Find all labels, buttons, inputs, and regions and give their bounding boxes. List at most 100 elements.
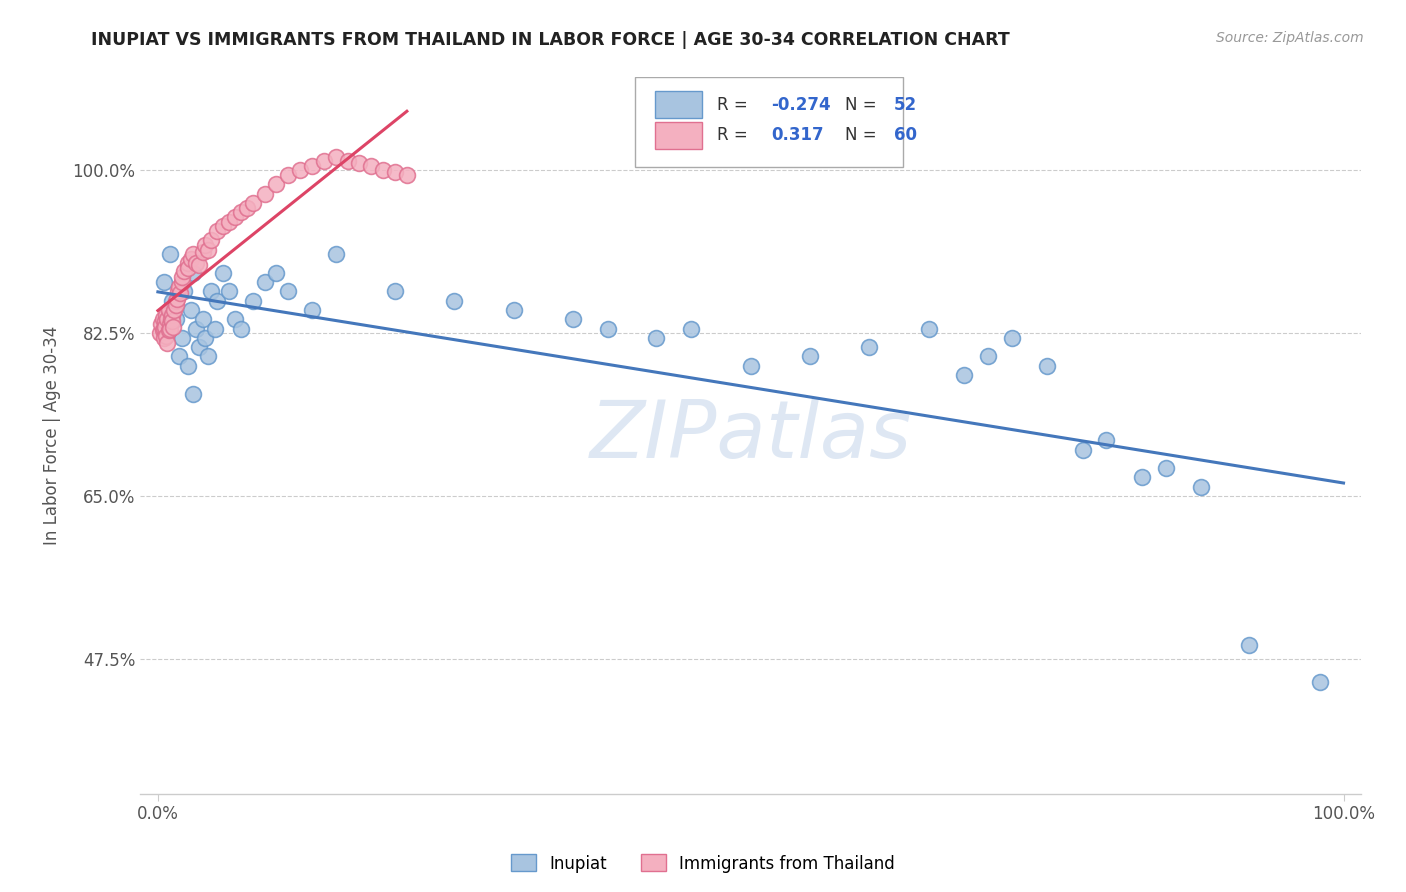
Point [266,178,288,192]
Point [176,359,198,373]
Point [212,219,235,234]
Point [1036,359,1059,373]
Point [173,264,195,278]
Point [156,312,179,326]
Point [165,293,187,308]
Point [156,335,179,350]
Point [1130,470,1153,484]
Text: Source: ZipAtlas.com: Source: ZipAtlas.com [1216,31,1364,45]
Text: N =: N = [845,127,876,145]
Point [1095,434,1118,448]
Point [561,312,583,326]
Point [153,319,176,334]
Point [160,293,183,308]
Point [502,303,524,318]
Point [157,323,180,337]
Text: 52: 52 [894,95,917,113]
Point [977,350,1000,364]
FancyBboxPatch shape [634,78,903,167]
Point [325,149,347,163]
Point [166,292,188,306]
Point [395,168,418,182]
Point [160,314,183,328]
Point [1154,461,1177,475]
Point [153,275,176,289]
Point [200,233,222,247]
Point [183,247,205,261]
Point [212,266,235,280]
Point [194,331,217,345]
Point [163,303,186,318]
Point [336,154,359,169]
Point [644,331,666,345]
Text: ZIPatlas: ZIPatlas [589,397,911,475]
Point [159,247,181,261]
Point [188,340,211,354]
Text: R =: R = [717,127,747,145]
Point [165,298,187,312]
Point [253,186,276,201]
Point [917,321,939,335]
Point [277,285,299,299]
Point [157,303,180,318]
Point [160,312,183,326]
Point [150,317,173,331]
Point [153,314,176,328]
Point [858,340,880,354]
Point [681,321,703,335]
Point [1237,638,1260,652]
Bar [655,91,702,119]
Point [242,293,264,308]
Point [224,312,246,326]
Text: INUPIAT VS IMMIGRANTS FROM THAILAND IN LABOR FORCE | AGE 30-34 CORRELATION CHART: INUPIAT VS IMMIGRANTS FROM THAILAND IN L… [91,31,1010,49]
Point [183,386,205,401]
Point [197,350,219,364]
Point [183,266,205,280]
Point [218,214,240,228]
Point [373,163,395,178]
Point [191,312,214,326]
Point [218,285,240,299]
Point [170,270,193,285]
Point [266,266,288,280]
Point [1309,675,1331,690]
Point [204,321,226,335]
Point [349,156,371,170]
Point [170,331,193,345]
Point [242,196,264,211]
Point [159,321,181,335]
Point [740,359,762,373]
Point [191,245,214,260]
Point [598,321,620,335]
Point [149,326,172,341]
Point [153,331,176,345]
Point [1189,480,1212,494]
Point [176,256,198,270]
Point [194,238,217,252]
Point [360,159,382,173]
Point [167,279,190,293]
Point [236,201,259,215]
Point [288,163,311,178]
Point [167,285,190,299]
Point [1071,442,1094,457]
Point [155,329,177,343]
Point [184,321,207,335]
Point [180,303,202,318]
Point [173,285,195,299]
Point [325,247,347,261]
Point [197,243,219,257]
Point [384,285,406,299]
Point [301,159,323,173]
Point [205,224,228,238]
Point [229,321,252,335]
Point [312,154,335,169]
Point [159,317,181,331]
Point [152,323,174,337]
Point [169,286,191,301]
Point [224,210,246,224]
Point [205,293,228,308]
Point [253,275,276,289]
Point [1000,331,1022,345]
Text: N =: N = [845,95,876,113]
